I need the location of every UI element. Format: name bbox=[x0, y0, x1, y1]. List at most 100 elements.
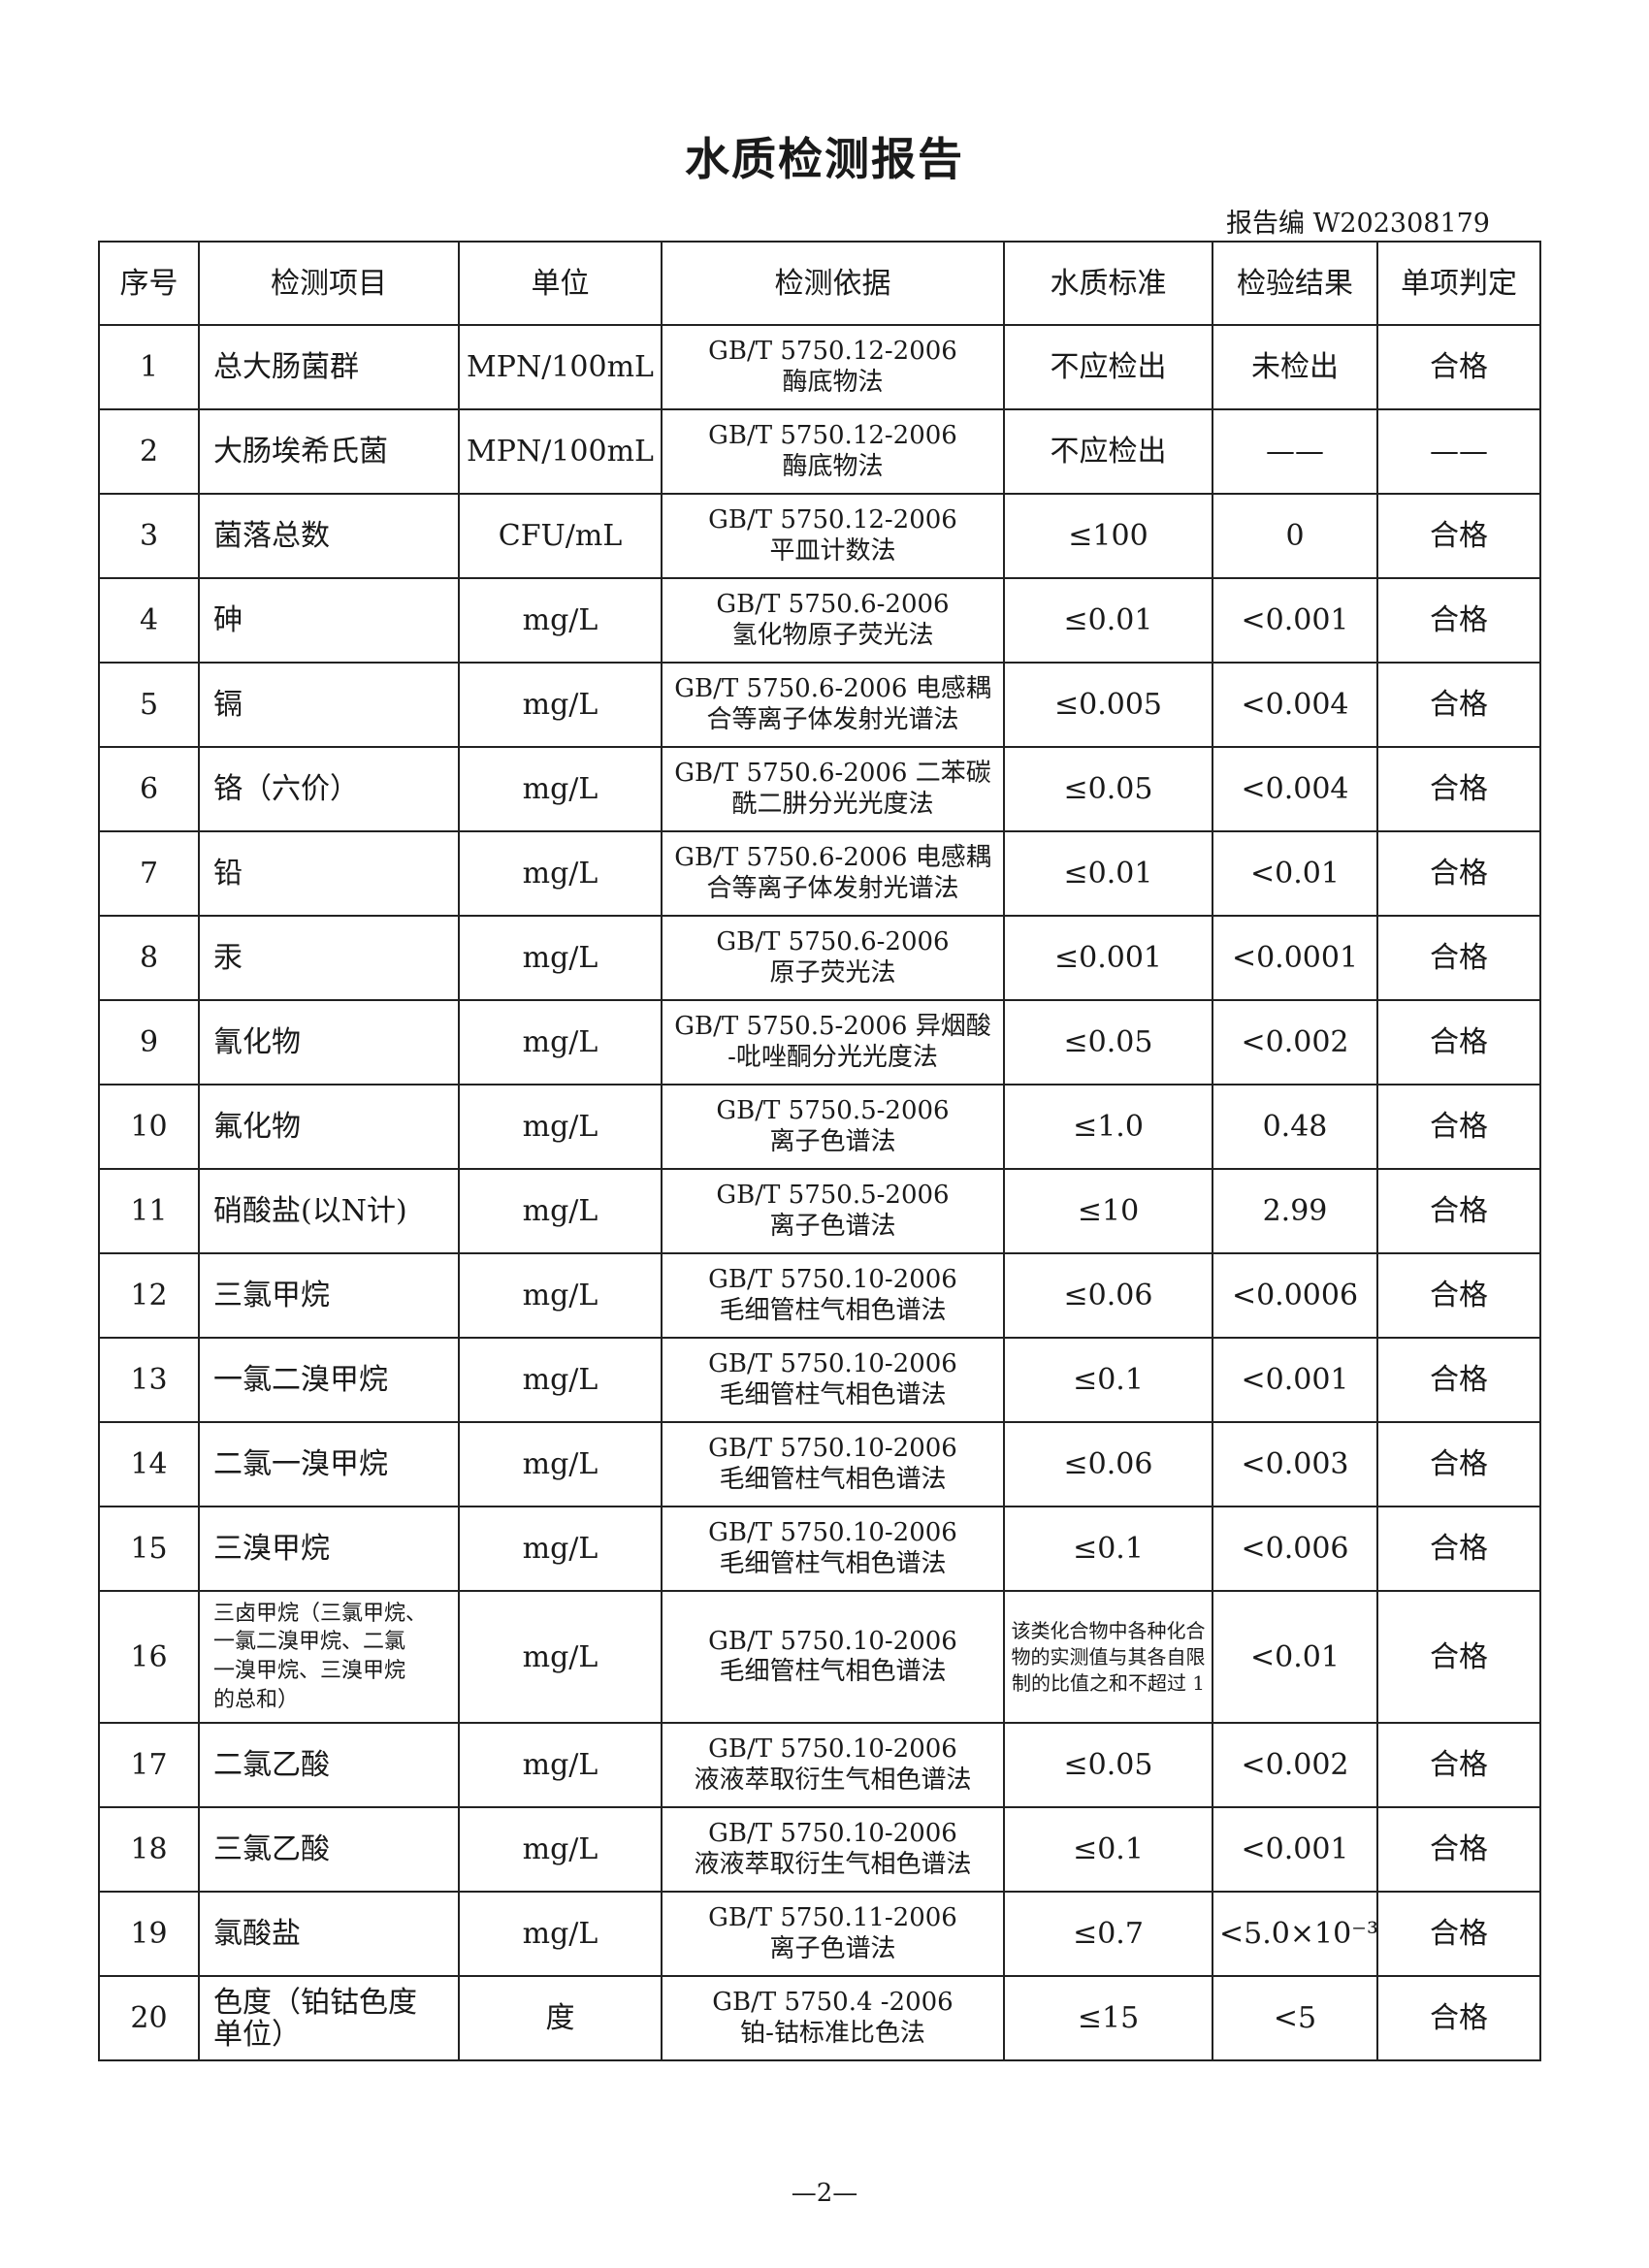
page-number: —2— bbox=[791, 2179, 858, 2208]
table-row: 10 氟化物 mg/L GB/T 5750.5-2006 离子色谱法 ≤1.0 0.48 合格 bbox=[98, 1084, 1541, 1170]
table-cell: 汞 bbox=[198, 915, 460, 1001]
table-cell: mg/L bbox=[458, 746, 663, 832]
table-cell: 未检出 bbox=[1212, 324, 1378, 410]
cell-line: 毛细管柱气相色谱法 bbox=[719, 1548, 947, 1578]
table-cell: ≤0.06 bbox=[1003, 1421, 1213, 1507]
table-cell: mg/L bbox=[458, 1722, 663, 1808]
cell-line: GB/T 5750.6-2006 电感耦 bbox=[674, 674, 991, 704]
table-cell: ≤0.05 bbox=[1003, 1722, 1213, 1808]
cell-line: 一氯二溴甲烷、二氯 bbox=[213, 1630, 406, 1655]
results-table: 序号 检测项目 单位 检测依据 水质标准 检验结果 单项判定 1 总大肠菌群 MPN/100mL… bbox=[98, 241, 1541, 2061]
cell-line: -吡唑酮分光光度法 bbox=[728, 1042, 938, 1072]
table-cell: ≤0.05 bbox=[1003, 746, 1213, 832]
table-cell: 合格 bbox=[1376, 1421, 1541, 1507]
table-row: 3 菌落总数 CFU/mL GB/T 5750.12-2006 平皿计数法 ≤100 0 合格 bbox=[98, 493, 1541, 579]
table-cell: 合格 bbox=[1376, 1252, 1541, 1339]
column-header: 检验结果 bbox=[1212, 241, 1378, 326]
cell-line: GB/T 5750.6-2006 电感耦 bbox=[674, 843, 991, 873]
table-cell: 硝酸盐(以N计) bbox=[198, 1168, 460, 1254]
table-cell: mg/L bbox=[458, 1168, 663, 1254]
table-cell: mg/L bbox=[458, 1252, 663, 1339]
table-cell: <0.0006 bbox=[1212, 1252, 1378, 1339]
table-cell: 0.48 bbox=[1212, 1084, 1378, 1170]
column-header: 单位 bbox=[458, 241, 663, 326]
table-cell: <0.0001 bbox=[1212, 915, 1378, 1001]
cell-line: GB/T 5750.10-2006 bbox=[708, 1518, 957, 1548]
table-cell: GB/T 5750.6-2006 电感耦 合等离子体发射光谱法 bbox=[661, 830, 1005, 917]
table-cell: <0.002 bbox=[1212, 999, 1378, 1085]
table-cell: 5 bbox=[98, 662, 200, 748]
table-cell: ≤0.1 bbox=[1003, 1506, 1213, 1592]
table-cell: 不应检出 bbox=[1003, 408, 1213, 495]
table-cell: <0.002 bbox=[1212, 1722, 1378, 1808]
table-cell: <0.01 bbox=[1212, 1590, 1378, 1724]
table-cell: mg/L bbox=[458, 830, 663, 917]
table-cell: MPN/100mL bbox=[458, 324, 663, 410]
table-cell: 大肠埃希氏菌 bbox=[198, 408, 460, 495]
cell-line: 氢化物原子荧光法 bbox=[731, 620, 934, 650]
cell-line: GB/T 5750.10-2006 bbox=[708, 1349, 957, 1379]
cell-line: 离子色谱法 bbox=[769, 1126, 896, 1156]
cell-line: GB/T 5750.12-2006 bbox=[708, 505, 957, 535]
table-row: 12 三氯甲烷 mg/L GB/T 5750.10-2006 毛细管柱气相色谱法 ≤0.0… bbox=[98, 1252, 1541, 1339]
table-row: 5 镉 mg/L GB/T 5750.6-2006 电感耦 合等离子体发射光谱法 ≤0.0… bbox=[98, 662, 1541, 748]
table-cell: 2 bbox=[98, 408, 200, 495]
table-cell: 合格 bbox=[1376, 999, 1541, 1085]
table-cell: 合格 bbox=[1376, 493, 1541, 579]
table-cell: ≤0.01 bbox=[1003, 577, 1213, 664]
table-cell: 17 bbox=[98, 1722, 200, 1808]
cell-line: 合等离子体发射光谱法 bbox=[706, 873, 959, 903]
table-cell: 度 bbox=[458, 1975, 663, 2061]
table-cell: CFU/mL bbox=[458, 493, 663, 579]
table-cell: <5.0×10⁻³ bbox=[1212, 1891, 1378, 1977]
table-cell: GB/T 5750.12-2006 酶底物法 bbox=[661, 408, 1005, 495]
table-cell: <0.004 bbox=[1212, 746, 1378, 832]
table-cell: GB/T 5750.11-2006 离子色谱法 bbox=[661, 1891, 1005, 1977]
table-cell: ≤0.1 bbox=[1003, 1337, 1213, 1423]
table-cell: 合格 bbox=[1376, 1337, 1541, 1423]
table-cell: GB/T 5750.4 -2006 铂-钴标准比色法 bbox=[661, 1975, 1005, 2061]
table-cell: <0.001 bbox=[1212, 1337, 1378, 1423]
table-cell: 色度（铂钴色度 单位） bbox=[198, 1975, 460, 2061]
cell-line: GB/T 5750.5-2006 异烟酸 bbox=[674, 1012, 991, 1042]
table-cell: mg/L bbox=[458, 1806, 663, 1893]
column-header: 检测依据 bbox=[661, 241, 1005, 326]
table-row: 4 砷 mg/L GB/T 5750.6-2006 氢化物原子荧光法 ≤0.01 <0.00… bbox=[98, 577, 1541, 664]
table-cell: 合格 bbox=[1376, 1506, 1541, 1592]
table-cell: 合格 bbox=[1376, 746, 1541, 832]
table-cell: 合格 bbox=[1376, 830, 1541, 917]
table-row: 14 二氯一溴甲烷 mg/L GB/T 5750.10-2006 毛细管柱气相色谱法 ≤0… bbox=[98, 1421, 1541, 1507]
table-cell: <0.001 bbox=[1212, 577, 1378, 664]
table-cell: ≤0.01 bbox=[1003, 830, 1213, 917]
table-cell: GB/T 5750.5-2006 离子色谱法 bbox=[661, 1168, 1005, 1254]
table-cell: 19 bbox=[98, 1891, 200, 1977]
table-cell: GB/T 5750.12-2006 平皿计数法 bbox=[661, 493, 1005, 579]
table-cell: 合格 bbox=[1376, 1975, 1541, 2061]
table-row: 8 汞 mg/L GB/T 5750.6-2006 原子荧光法 ≤0.001 <0.0001… bbox=[98, 915, 1541, 1001]
table-cell: mg/L bbox=[458, 1421, 663, 1507]
table-cell: 合格 bbox=[1376, 1168, 1541, 1254]
table-row: 16 三卤甲烷（三氯甲烷、 一氯二溴甲烷、二氯 一溴甲烷、三溴甲烷 的总和） mg/L GB… bbox=[98, 1590, 1541, 1724]
table-cell: 合格 bbox=[1376, 1084, 1541, 1170]
table-cell: <0.006 bbox=[1212, 1506, 1378, 1592]
cell-line: 酰二肼分光光度法 bbox=[731, 789, 934, 819]
table-cell: GB/T 5750.6-2006 二苯碳 酰二肼分光光度法 bbox=[661, 746, 1005, 832]
table-cell: 6 bbox=[98, 746, 200, 832]
cell-line: GB/T 5750.12-2006 bbox=[708, 337, 957, 367]
table-cell: mg/L bbox=[458, 915, 663, 1001]
table-cell: ≤0.005 bbox=[1003, 662, 1213, 748]
cell-line: GB/T 5750.10-2006 bbox=[708, 1734, 957, 1765]
table-cell: 16 bbox=[98, 1590, 200, 1724]
table-cell: 菌落总数 bbox=[198, 493, 460, 579]
cell-line: GB/T 5750.12-2006 bbox=[708, 421, 957, 451]
table-cell: ≤0.1 bbox=[1003, 1806, 1213, 1893]
table-cell: 4 bbox=[98, 577, 200, 664]
cell-line: GB/T 5750.6-2006 bbox=[716, 590, 950, 620]
cell-line: 物的实测值与其各自限 bbox=[1011, 1644, 1206, 1669]
cell-line: 离子色谱法 bbox=[769, 1933, 896, 1963]
table-row: 7 铅 mg/L GB/T 5750.6-2006 电感耦 合等离子体发射光谱法 ≤0.0… bbox=[98, 830, 1541, 917]
table-cell: 合格 bbox=[1376, 1891, 1541, 1977]
cell-line: GB/T 5750.10-2006 bbox=[708, 1265, 957, 1295]
table-row: 11 硝酸盐(以N计) mg/L GB/T 5750.5-2006 离子色谱法 ≤10 2.… bbox=[98, 1168, 1541, 1254]
table-cell: ≤0.06 bbox=[1003, 1252, 1213, 1339]
